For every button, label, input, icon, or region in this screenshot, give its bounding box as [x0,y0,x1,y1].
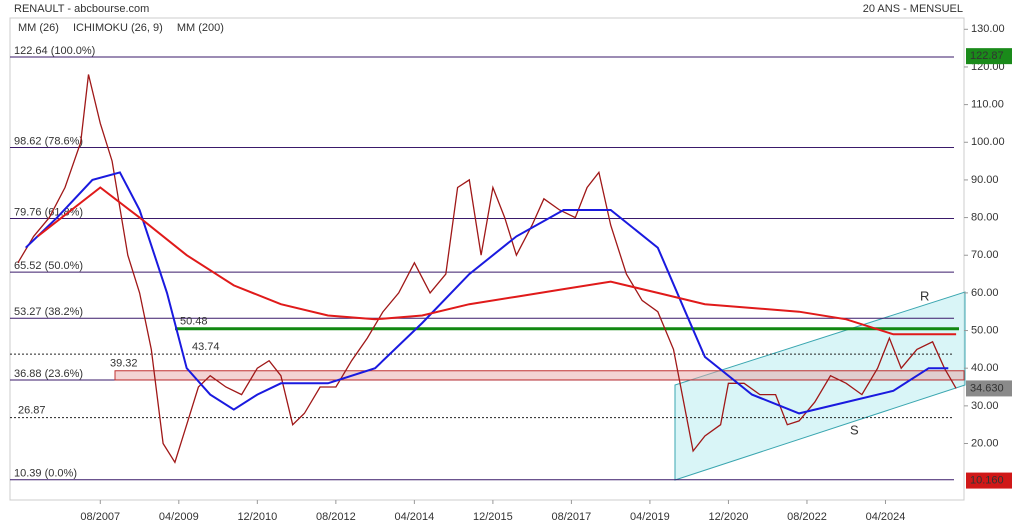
y-tick-label: 20.00 [971,437,999,449]
y-tick-label: 60.00 [971,287,999,299]
moving-average [36,186,957,336]
x-tick-label: 12/2020 [709,511,749,523]
trend-channel [674,291,966,481]
level-label: 36.88 (23.6%) [14,368,83,380]
level-label: 43.74 [192,341,220,353]
y-tick-label: 50.00 [971,324,999,336]
legend-entry: MM (200) [177,22,224,34]
level-label: 53.27 (38.2%) [14,306,83,318]
level-label: 26.87 [18,405,46,417]
x-tick-label: 04/2019 [630,511,670,523]
price-tag [966,472,1012,489]
x-tick-label: 08/2007 [80,511,120,523]
level-label: 98.62 (78.6%) [14,135,83,147]
price-tag [966,380,1012,397]
x-tick-label: 12/2015 [473,511,513,523]
y-tick-label: 90.00 [971,174,999,186]
price-line [17,74,957,464]
price-tag-label: 34.630 [970,382,1004,394]
price-tag [966,48,1012,65]
annotation: S [850,422,859,437]
x-tick-label: 08/2022 [787,511,827,523]
legend-entry: ICHIMOKU (26, 9) [73,22,163,34]
x-tick-label: 12/2010 [237,511,277,523]
y-tick-label: 110.00 [971,99,1004,111]
price-tag-label: 122.87 [970,50,1004,62]
legend: MM (26) ICHIMOKU (26, 9) MM (200) [18,22,224,34]
chart-title: RENAULT - abcbourse.com [14,3,149,15]
annotation: R [920,288,929,303]
y-tick-label: 130.00 [971,23,1005,35]
y-tick-label: 80.00 [971,211,999,223]
chart-subtitle: 20 ANS - MENSUEL [863,3,963,15]
y-tick-label: 40.00 [971,362,999,374]
y-tick-label: 70.00 [971,249,999,261]
plot-frame [9,17,965,501]
legend-entry: MM (26) [18,22,59,34]
y-tick-label: 100.00 [971,136,1005,148]
level-label: 122.64 (100.0%) [14,45,95,57]
y-tick-label: 30.00 [971,400,999,412]
resistance-band [114,370,965,381]
x-tick-label: 04/2024 [866,511,906,523]
x-tick-label: 08/2012 [316,511,356,523]
x-tick-label: 04/2009 [159,511,199,523]
level-label: 39.32 [110,358,138,370]
level-label: 50.48 [180,316,208,328]
x-tick-label: 04/2014 [394,511,434,523]
x-tick-label: 08/2017 [552,511,592,523]
price-tag-label: 10.160 [970,474,1004,486]
level-label: 10.39 (0.0%) [14,468,77,480]
level-label: 65.52 (50.0%) [14,260,83,272]
moving-average [25,171,949,415]
